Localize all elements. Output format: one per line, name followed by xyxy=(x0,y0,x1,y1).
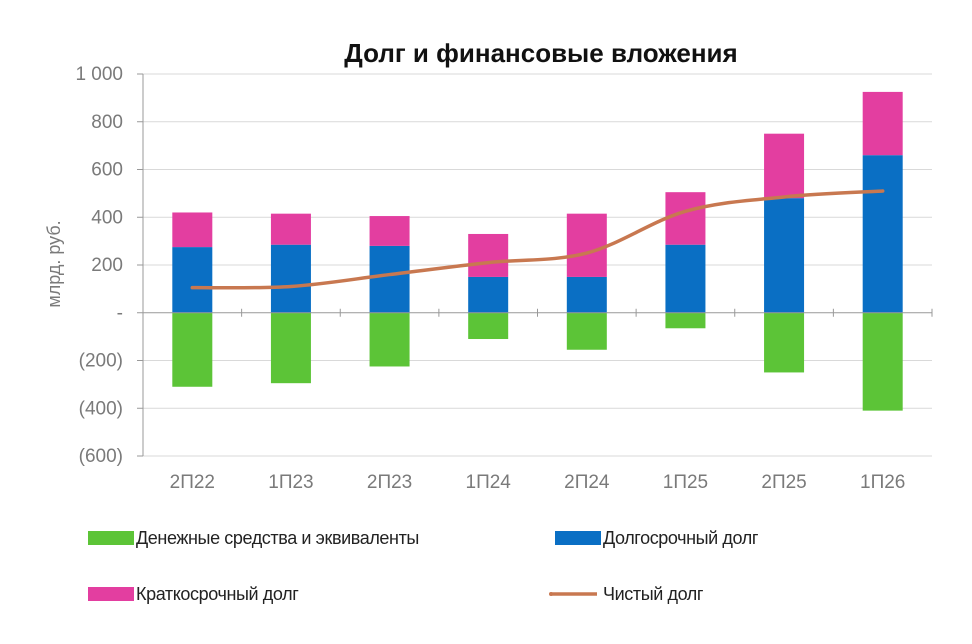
bar-Долгосрочный долг xyxy=(665,244,706,313)
net-debt-point xyxy=(782,195,786,199)
x-tick-label: 1П26 xyxy=(860,472,905,493)
bar-Долгосрочный долг xyxy=(270,244,311,313)
y-tick-label: (400) xyxy=(79,398,123,419)
bar-Долгосрочный долг xyxy=(764,198,805,313)
axes xyxy=(137,73,933,457)
net-debt-point xyxy=(683,209,687,213)
bar-Долгосрочный долг xyxy=(369,245,410,313)
bar-Краткосрочный долг xyxy=(172,212,213,248)
legend: Денежные средства и эквиваленты Долгосроч… xyxy=(88,528,759,604)
x-tick-label: 2П24 xyxy=(564,472,610,493)
bar-Долгосрочный долг xyxy=(862,155,903,313)
x-tick-label: 2П22 xyxy=(170,472,215,493)
bar-Денежные средства и эквиваленты xyxy=(764,312,805,373)
net-debt-line-path xyxy=(190,189,885,290)
bar-Долгосрочный долг xyxy=(172,247,213,313)
net-debt-point xyxy=(388,273,392,277)
bar-Краткосрочный долг xyxy=(665,192,706,245)
legend-label: Денежные средства и эквиваленты xyxy=(136,528,419,548)
y-tick-label: 800 xyxy=(91,112,123,133)
x-tick-label: 2П23 xyxy=(367,472,412,493)
bar-Краткосрочный долг xyxy=(566,213,607,277)
bar-Краткосрочный долг xyxy=(270,213,311,245)
y-axis-label: млрд. руб. xyxy=(44,220,64,307)
bar-Краткосрочный долг xyxy=(468,233,509,277)
legend-label: Долгосрочный долг xyxy=(603,528,759,548)
x-tick-label: 1П24 xyxy=(466,472,512,493)
y-tick-label: (200) xyxy=(79,351,123,372)
gridlines xyxy=(143,73,932,457)
x-tick-label: 1П25 xyxy=(663,472,708,493)
y-tick-label: 1 000 xyxy=(75,64,123,85)
bar-Денежные средства и эквиваленты xyxy=(270,312,311,384)
net-debt-point xyxy=(585,251,589,255)
x-tick-label: 1П23 xyxy=(268,472,313,493)
axis-labels: 1 000 800 600 400 200 - (200) (400) (600) 2П22 1П2… xyxy=(75,64,905,493)
bar-Краткосрочный долг xyxy=(764,133,805,199)
net-debt-line xyxy=(190,189,885,290)
legend-line-marker xyxy=(549,592,553,596)
net-debt-point xyxy=(486,261,490,265)
bar-Долгосрочный долг xyxy=(566,276,607,313)
bar-Краткосрочный долг xyxy=(862,91,903,156)
y-tick-label: - xyxy=(117,303,123,324)
legend-swatch xyxy=(555,531,601,545)
bar-Денежные средства и эквиваленты xyxy=(862,312,903,411)
legend-label: Чистый долг xyxy=(603,584,704,604)
y-tick-label: 600 xyxy=(91,160,123,181)
chart-title: Долг и финансовые вложения xyxy=(344,38,737,68)
bars xyxy=(172,91,903,411)
y-tick-label: 200 xyxy=(91,255,123,276)
bar-Краткосрочный долг xyxy=(369,216,410,246)
bar-Денежные средства и эквиваленты xyxy=(566,312,607,350)
legend-label: Краткосрочный долг xyxy=(136,584,299,604)
legend-swatch xyxy=(88,587,134,601)
x-tick-label: 2П25 xyxy=(761,472,806,493)
bar-Денежные средства и эквиваленты xyxy=(468,312,509,340)
bar-Денежные средства и эквиваленты xyxy=(665,312,706,329)
net-debt-point xyxy=(881,189,885,193)
bar-Денежные средства и эквиваленты xyxy=(369,312,410,367)
bar-Денежные средства и эквиваленты xyxy=(172,312,213,387)
bar-Долгосрочный долг xyxy=(468,276,509,313)
y-tick-label: 400 xyxy=(91,207,123,228)
net-debt-point xyxy=(190,286,194,290)
net-debt-point xyxy=(289,284,293,288)
y-tick-label: (600) xyxy=(79,446,123,467)
legend-swatch xyxy=(88,531,134,545)
